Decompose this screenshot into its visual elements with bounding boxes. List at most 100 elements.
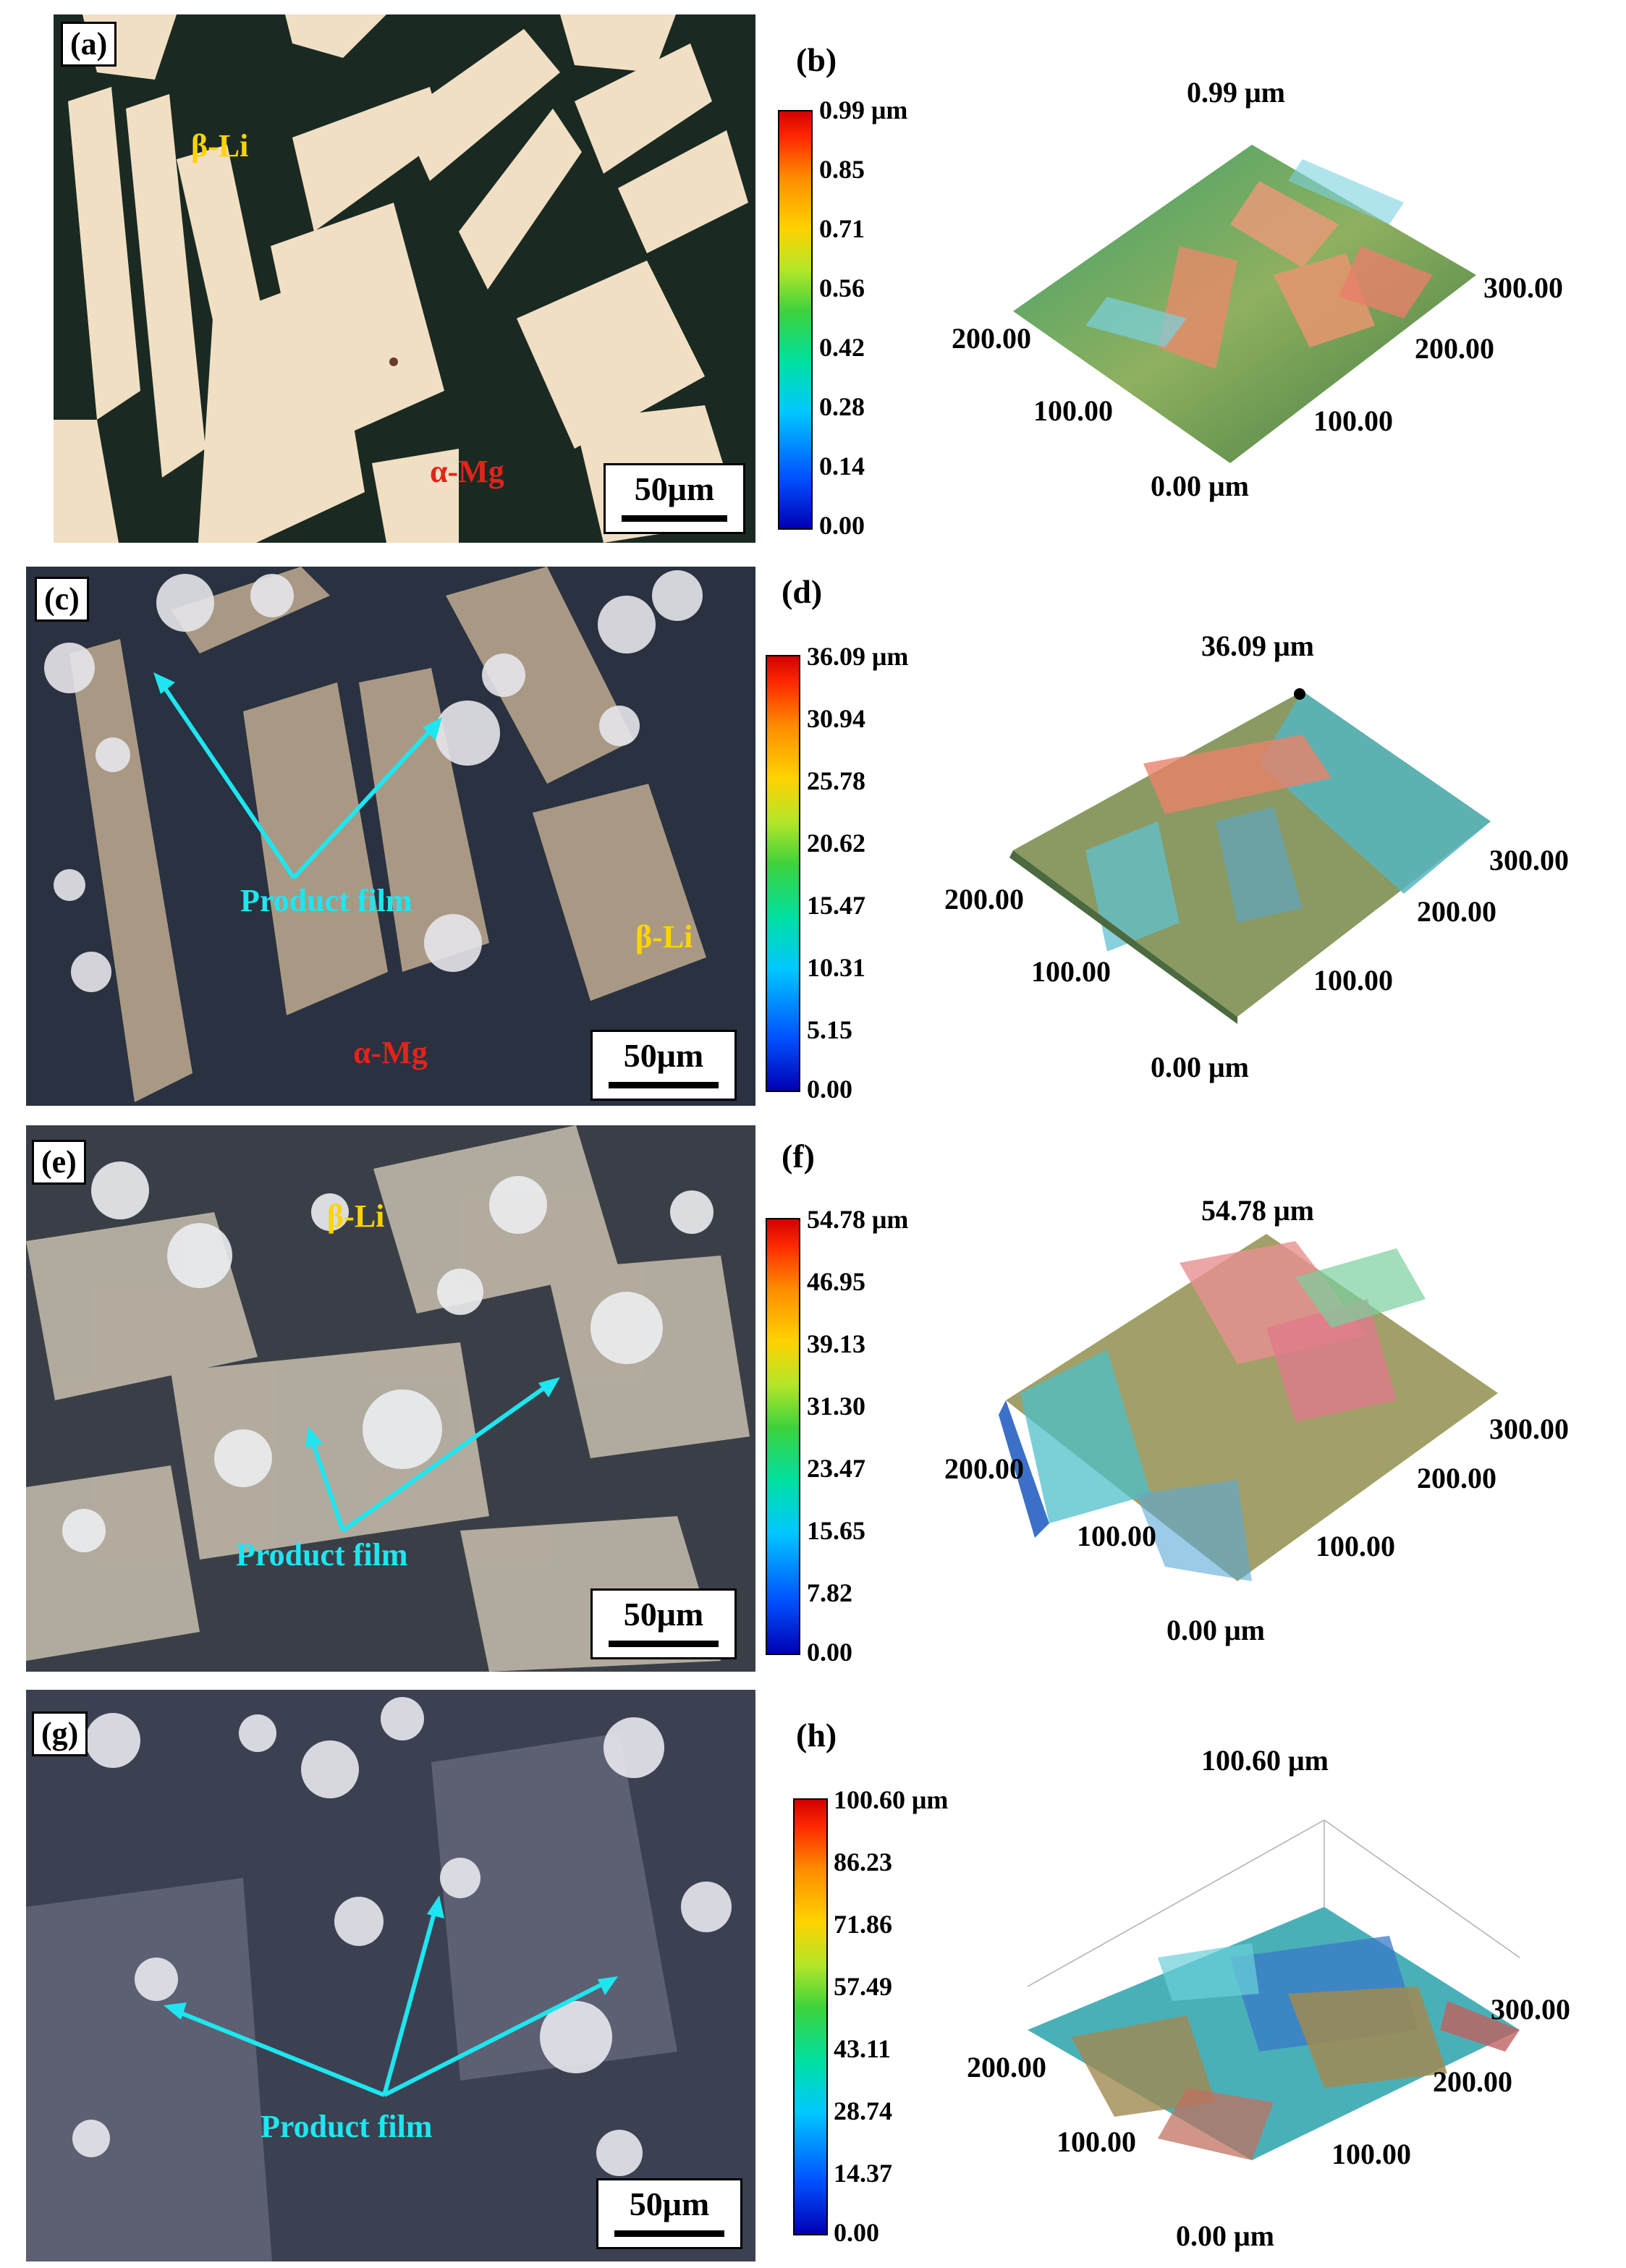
micrograph-g-image bbox=[26, 1690, 755, 2261]
colorbar-tick: 5.15 bbox=[807, 1015, 852, 1044]
product-film-arrows-e bbox=[305, 1377, 560, 1533]
phase-label-product-film: Product film bbox=[240, 883, 412, 918]
row-e-f: (e) β-Li Product film 50μm (f) 54.78 μm … bbox=[0, 1125, 1626, 1683]
panel-label-b: (b) bbox=[796, 41, 837, 78]
micrograph-c-image bbox=[26, 567, 755, 1106]
surface-plot-h bbox=[1027, 1819, 1520, 2160]
colorbar-h bbox=[793, 1798, 828, 2235]
row-g-h: (g) Product film 50μm (h) 100.60 μm 86.2… bbox=[0, 1690, 1626, 2261]
colorbar-tick: 0.42 bbox=[819, 333, 865, 362]
colorbar-tick: 86.23 bbox=[834, 1848, 892, 1876]
colorbar-tick: 57.49 bbox=[834, 1972, 892, 2001]
colorbar-tick: 46.95 bbox=[807, 1267, 865, 1296]
phase-label-alpha-mg: α-Mg bbox=[430, 454, 504, 489]
axis-label-y: 100.00 bbox=[1033, 394, 1113, 427]
colorbar-tick: 31.30 bbox=[807, 1392, 865, 1421]
axis-label-x: 100.00 bbox=[1313, 405, 1393, 437]
colorbar-tick: 14.37 bbox=[834, 2159, 892, 2188]
axis-label-x: 200.00 bbox=[1417, 1462, 1496, 1494]
axis-label-y: 200.00 bbox=[944, 1452, 1024, 1485]
scale-bar-e: 50μm bbox=[590, 1588, 737, 1659]
micrograph-e-image bbox=[26, 1125, 755, 1672]
surface-max-label: 54.78 μm bbox=[1201, 1194, 1314, 1227]
axis-label-x: 100.00 bbox=[1331, 2138, 1411, 2170]
colorbar-tick: 0.00 bbox=[819, 511, 865, 540]
colorbar-tick: 15.47 bbox=[807, 891, 865, 920]
colorbar-tick: 23.47 bbox=[807, 1454, 865, 1483]
colorbar-tick: 0.99 μm bbox=[819, 96, 908, 124]
axis-label-origin: 0.00 μm bbox=[1151, 470, 1249, 502]
panel-label-a: (a) bbox=[61, 22, 117, 67]
scale-bar-label: 50μm bbox=[629, 2186, 710, 2222]
scale-bar-line bbox=[614, 2230, 724, 2237]
colorbar-d bbox=[766, 655, 800, 1092]
colorbar-tick: 0.28 bbox=[819, 392, 865, 421]
colorbar-tick: 100.60 μm bbox=[834, 1785, 949, 1814]
panel-label-d: (d) bbox=[782, 573, 823, 610]
scale-bar-g: 50μm bbox=[596, 2178, 742, 2249]
colorbar-tick: 36.09 μm bbox=[807, 642, 909, 671]
colorbar-tick: 15.65 bbox=[807, 1516, 865, 1545]
product-film-arrows-c bbox=[153, 672, 442, 880]
surface-plot-b bbox=[1013, 145, 1476, 463]
colorbar-tick: 43.11 bbox=[834, 2034, 892, 2063]
axis-label-y: 100.00 bbox=[1031, 955, 1111, 988]
axis-label-y: 200.00 bbox=[944, 883, 1024, 915]
colorbar-tick: 39.13 bbox=[807, 1329, 865, 1358]
surface-plot-f bbox=[999, 1234, 1498, 1581]
scale-bar-a: 50μm bbox=[604, 463, 745, 534]
surface-max-label: 0.99 μm bbox=[1187, 76, 1285, 109]
colorbar-tick: 7.82 bbox=[807, 1578, 852, 1607]
phase-label-beta-li: β-Li bbox=[635, 919, 693, 955]
phase-label-product-film: Product film bbox=[236, 1537, 408, 1573]
row-c-d: (c) Product film β-Li α-Mg 50μm (d) 36.0… bbox=[0, 561, 1626, 1118]
colorbar-tick: 30.94 bbox=[807, 704, 865, 733]
surface-max-label: 100.60 μm bbox=[1201, 1744, 1329, 1777]
axis-label-x: 300.00 bbox=[1491, 1993, 1570, 2026]
axis-label-origin: 0.00 μm bbox=[1151, 1051, 1249, 1083]
scale-bar-line bbox=[622, 515, 727, 522]
phase-label-beta-li: β-Li bbox=[191, 128, 249, 164]
axis-label-origin: 0.00 μm bbox=[1176, 2220, 1274, 2252]
scale-bar-c: 50μm bbox=[590, 1030, 737, 1101]
axis-label-y: 100.00 bbox=[1077, 1520, 1156, 1552]
phase-label-beta-li: β-Li bbox=[327, 1198, 385, 1234]
colorbar-b bbox=[778, 110, 813, 530]
scale-bar-line bbox=[609, 1082, 719, 1088]
colorbar-tick: 0.71 bbox=[819, 214, 865, 243]
axis-label-x: 200.00 bbox=[1417, 895, 1496, 928]
scale-bar-label: 50μm bbox=[623, 1596, 704, 1633]
surface-plot-d bbox=[1009, 688, 1491, 1024]
row-a-b: (a) β-Li α-Mg 50μm (b) 0.99 μm 0.85 0.71… bbox=[0, 0, 1626, 550]
panel-label-h: (h) bbox=[796, 1717, 837, 1753]
axis-label-y: 200.00 bbox=[952, 322, 1031, 355]
scale-bar-label: 50μm bbox=[623, 1037, 704, 1074]
colorbar-tick: 25.78 bbox=[807, 766, 865, 795]
panel-label-f: (f) bbox=[782, 1138, 815, 1175]
phase-label-product-film: Product film bbox=[261, 2109, 433, 2144]
surface-max-label: 36.09 μm bbox=[1201, 630, 1314, 662]
colorbar-tick: 0.14 bbox=[819, 452, 865, 481]
scale-bar-line bbox=[609, 1641, 719, 1647]
colorbar-tick: 0.00 bbox=[807, 1638, 852, 1667]
colorbar-tick: 0.00 bbox=[834, 2218, 879, 2247]
micrograph-a-image bbox=[54, 14, 755, 543]
colorbar-tick: 54.78 μm bbox=[807, 1205, 909, 1234]
micrograph-c: (c) Product film β-Li α-Mg 50μm bbox=[26, 567, 755, 1106]
axis-label-origin: 0.00 μm bbox=[1166, 1614, 1265, 1646]
phase-label-alpha-mg: α-Mg bbox=[353, 1035, 428, 1070]
axis-label-x: 300.00 bbox=[1489, 1413, 1569, 1445]
micrograph-g: (g) Product film 50μm bbox=[26, 1690, 755, 2261]
axis-label-x: 100.00 bbox=[1313, 964, 1393, 997]
colorbar-tick: 20.62 bbox=[807, 829, 865, 858]
colorbar-tick: 28.74 bbox=[834, 2096, 892, 2125]
axis-label-x: 100.00 bbox=[1316, 1530, 1395, 1562]
colorbar-f bbox=[766, 1218, 800, 1655]
axis-label-x: 300.00 bbox=[1489, 844, 1569, 876]
axis-label-x: 200.00 bbox=[1415, 332, 1494, 365]
product-film-arrows-g bbox=[164, 1895, 618, 2097]
colorbar-tick: 0.56 bbox=[819, 274, 865, 302]
colorbar-tick: 71.86 bbox=[834, 1910, 892, 1939]
axis-label-y: 100.00 bbox=[1057, 2125, 1136, 2158]
micrograph-a: (a) β-Li α-Mg 50μm bbox=[54, 14, 755, 543]
